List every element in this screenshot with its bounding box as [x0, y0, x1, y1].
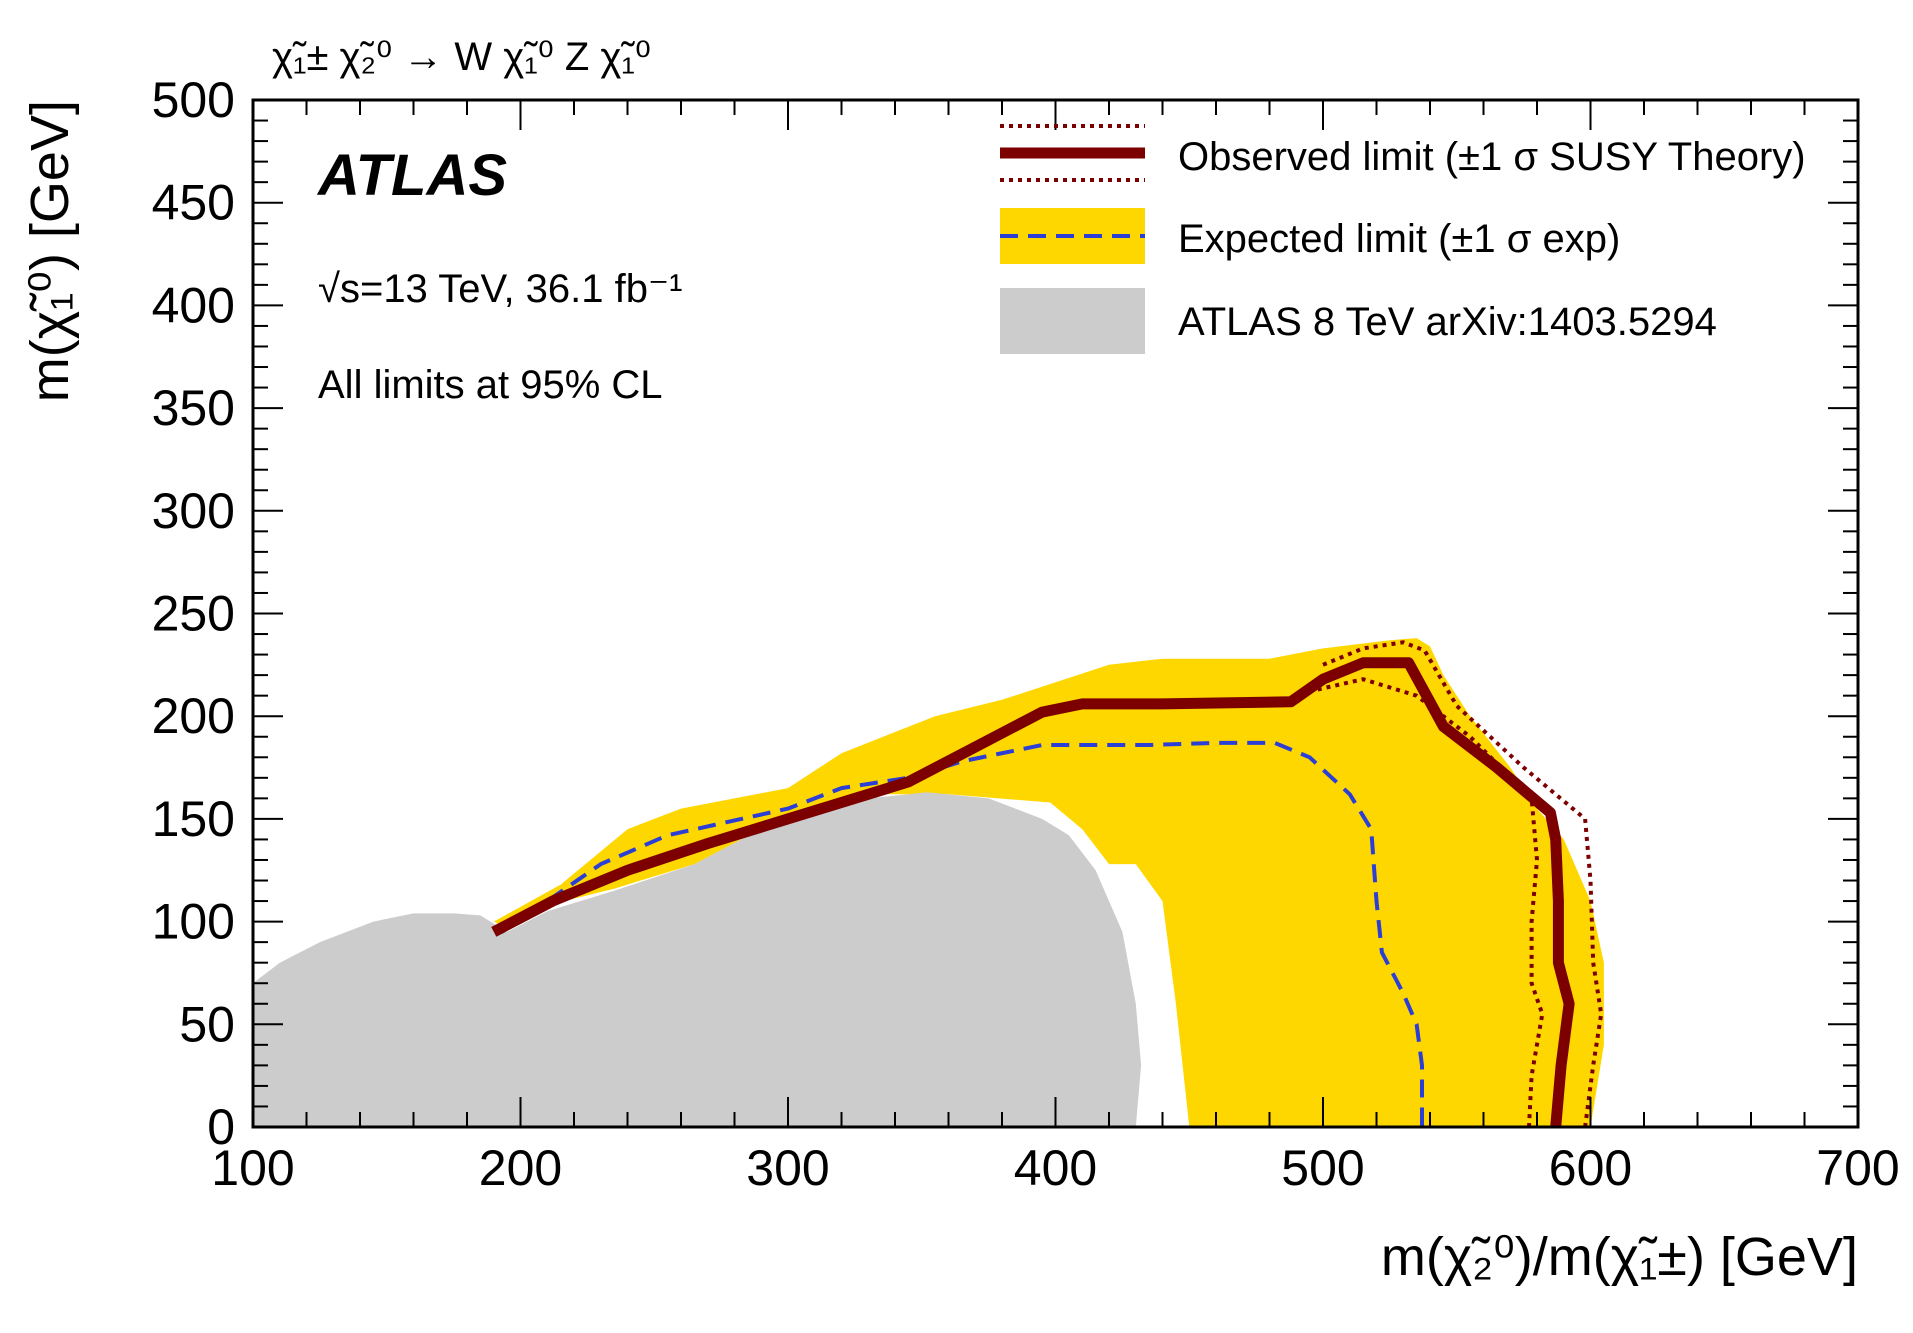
y-tick-label: 500 [152, 72, 235, 128]
y-tick-label: 0 [207, 1099, 235, 1155]
x-tick-label: 700 [1816, 1140, 1899, 1196]
expected-limit-line [500, 740, 1424, 1127]
legend-observed-label: Observed limit (±1 σ SUSY Theory) [1178, 135, 1806, 179]
x-tick-label: 100 [211, 1140, 294, 1196]
cl-label: All limits at 95% CL [318, 363, 663, 407]
y-tick-label: 100 [152, 894, 235, 950]
x-tick-label: 500 [1281, 1140, 1364, 1196]
legend-expected-label: Expected limit (±1 σ exp) [1178, 217, 1620, 261]
legend-8tev-swatch [1000, 288, 1145, 354]
observed-theory-down-line [1317, 677, 1545, 1128]
y-tick-label: 200 [152, 688, 235, 744]
x-tick-label: 200 [479, 1140, 562, 1196]
y-tick-label: 350 [152, 380, 235, 436]
x-tick-label: 300 [746, 1140, 829, 1196]
process-label: χ̃₁± χ̃₂⁰ → W χ̃₁⁰ Z χ̃₁⁰ [272, 35, 651, 79]
x-tick-label: 600 [1549, 1140, 1632, 1196]
legend-8tev-label: ATLAS 8 TeV arXiv:1403.5294 [1178, 300, 1717, 344]
y-tick-label: 400 [152, 277, 235, 333]
legend: Observed limit (±1 σ SUSY Theory) Expect… [1000, 124, 1806, 354]
y-tick-label: 50 [179, 996, 235, 1052]
energy-lumi-label: √s=13 TeV, 36.1 fb⁻¹ [318, 267, 682, 311]
expected-band-region [493, 638, 1604, 1127]
experiment-label: ATLAS [316, 143, 507, 208]
observed-limit-line [491, 657, 1575, 1128]
x-tick-label: 400 [1014, 1140, 1097, 1196]
y-tick-label: 300 [152, 483, 235, 539]
y-axis-label: m(χ̃₁⁰) [GeV] [20, 100, 80, 402]
y-tick-label: 150 [152, 791, 235, 847]
y-tick-label: 250 [152, 586, 235, 642]
tick-labels: 100 200 300 400 500 600 700 0 50 100 150 200 250 300 3… [152, 72, 1900, 1196]
y-tick-label: 450 [152, 175, 235, 231]
atlas-8tev-excluded-region [253, 792, 1142, 1127]
x-axis-label: m(χ̃₂⁰)/m(χ̃₁±) [GeV] [1381, 1227, 1858, 1287]
plot-regions [253, 638, 1604, 1128]
